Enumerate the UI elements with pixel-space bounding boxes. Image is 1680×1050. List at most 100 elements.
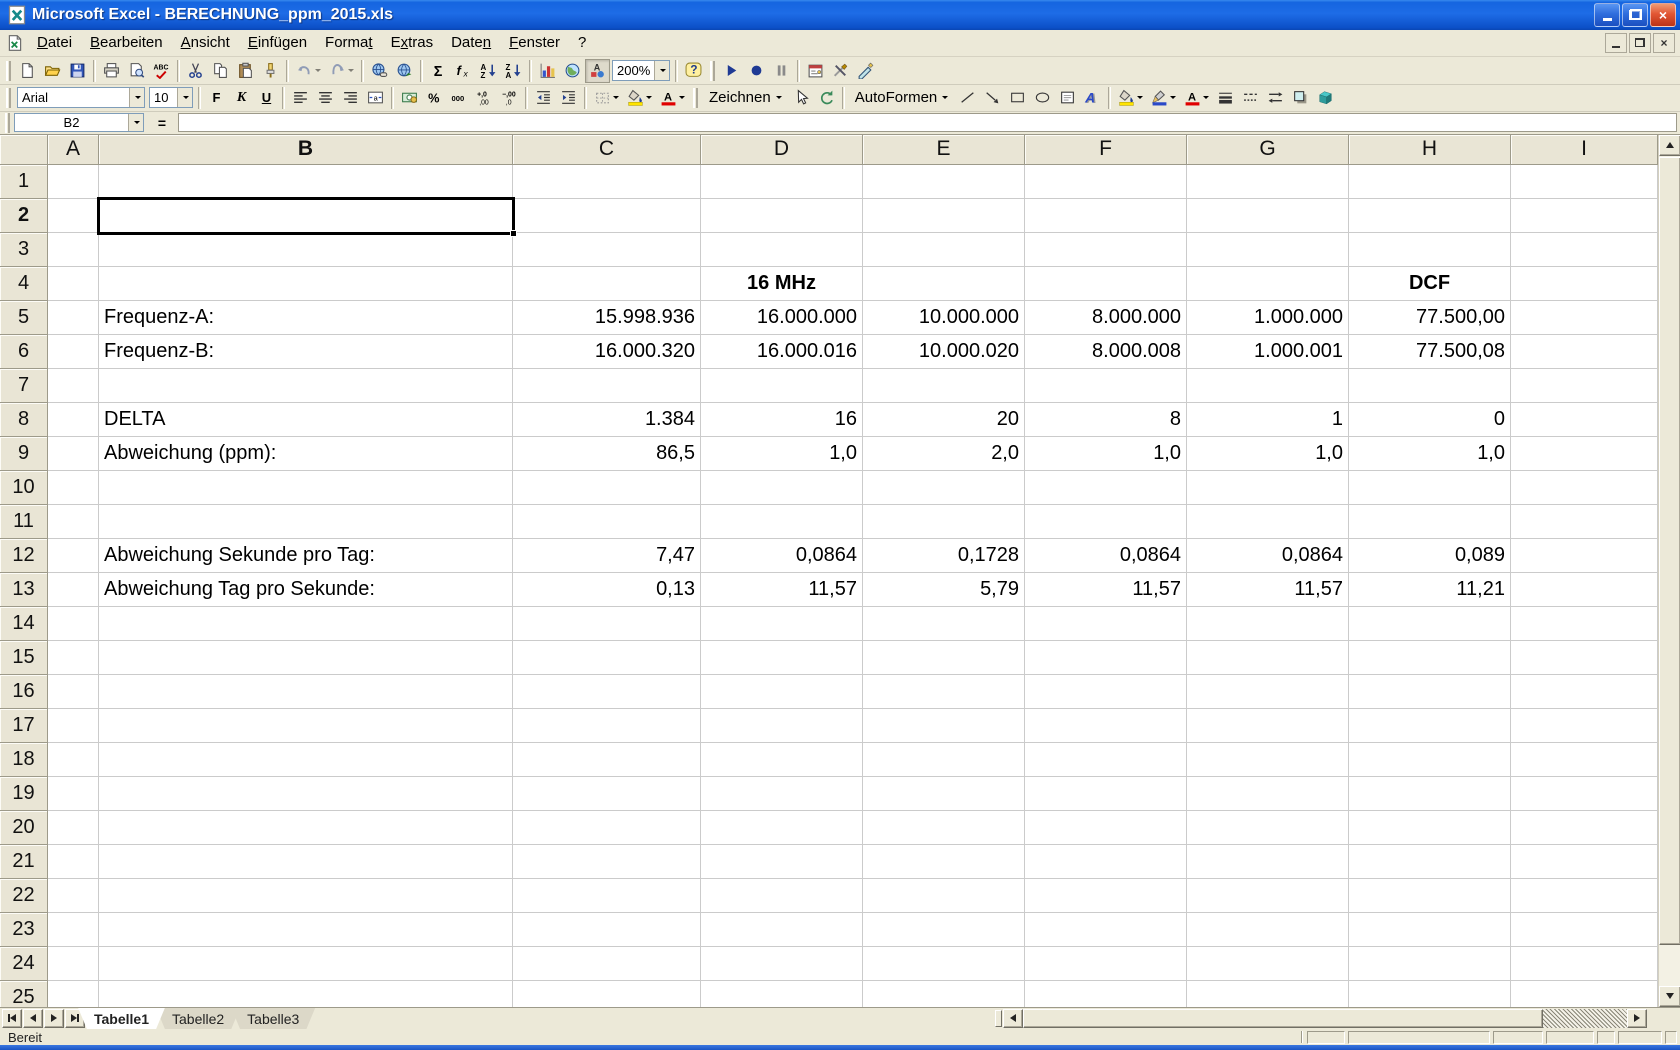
cell-F14[interactable] xyxy=(1025,606,1187,641)
cell-D20[interactable] xyxy=(701,810,863,845)
cell-F8[interactable]: 8 xyxy=(1025,402,1187,437)
cell-A9[interactable] xyxy=(48,436,99,471)
name-box-dropdown[interactable] xyxy=(128,114,143,132)
column-header-i[interactable]: I xyxy=(1511,134,1658,165)
menu-datei[interactable]: Datei xyxy=(37,34,73,52)
cell-I8[interactable] xyxy=(1511,402,1658,437)
row-header-9[interactable]: 9 xyxy=(0,436,48,471)
cell-E7[interactable] xyxy=(863,368,1025,403)
cell-A18[interactable] xyxy=(48,742,99,777)
help-button[interactable]: ? xyxy=(681,59,706,83)
cell-B8[interactable]: DELTA xyxy=(99,402,513,437)
cell-E23[interactable] xyxy=(863,912,1025,947)
cell-E12[interactable]: 0,1728 xyxy=(863,538,1025,573)
minimize-button[interactable] xyxy=(1594,2,1620,27)
cell-H7[interactable] xyxy=(1349,368,1511,403)
cell-D3[interactable] xyxy=(701,232,863,267)
cell-G23[interactable] xyxy=(1187,912,1349,947)
row-header-19[interactable]: 19 xyxy=(0,776,48,811)
cell-H18[interactable] xyxy=(1349,742,1511,777)
cell-D13[interactable]: 11,57 xyxy=(701,572,863,607)
chart-wizard-button[interactable] xyxy=(535,59,560,83)
cell-C12[interactable]: 7,47 xyxy=(513,538,701,573)
cell-E22[interactable] xyxy=(863,878,1025,913)
drawing-toggle-button[interactable]: A xyxy=(585,58,610,83)
design-mode-button[interactable] xyxy=(853,59,878,83)
cell-D10[interactable] xyxy=(701,470,863,505)
cell-C8[interactable]: 1.384 xyxy=(513,402,701,437)
percent-button[interactable]: % xyxy=(422,86,447,110)
cell-B25[interactable] xyxy=(99,980,513,1007)
cell-E25[interactable] xyxy=(863,980,1025,1007)
cell-C5[interactable]: 15.998.936 xyxy=(513,300,701,335)
cell-H2[interactable] xyxy=(1349,198,1511,233)
cell-D7[interactable] xyxy=(701,368,863,403)
cell-I25[interactable] xyxy=(1511,980,1658,1007)
zeichnen-menu[interactable]: Zeichnen xyxy=(702,86,789,110)
excel-app-icon[interactable] xyxy=(7,5,27,25)
font-name-combo-dropdown[interactable] xyxy=(129,88,144,108)
row-header-12[interactable]: 12 xyxy=(0,538,48,573)
cell-C17[interactable] xyxy=(513,708,701,743)
cell-H16[interactable] xyxy=(1349,674,1511,709)
cell-A15[interactable] xyxy=(48,640,99,675)
menu-ansicht[interactable]: Ansicht xyxy=(180,34,230,52)
arrow-shape-button[interactable] xyxy=(980,86,1005,110)
cell-B23[interactable] xyxy=(99,912,513,947)
previous-sheet-button[interactable] xyxy=(23,1008,43,1028)
row-header-4[interactable]: 4 xyxy=(0,266,48,301)
cell-B14[interactable] xyxy=(99,606,513,641)
cell-C13[interactable]: 0,13 xyxy=(513,572,701,607)
edit-formula-button[interactable]: = xyxy=(157,114,167,131)
save-button[interactable] xyxy=(65,59,90,83)
cell-I16[interactable] xyxy=(1511,674,1658,709)
toolbar-grip[interactable] xyxy=(6,60,11,81)
row-header-25[interactable]: 25 xyxy=(0,980,48,1007)
cell-A10[interactable] xyxy=(48,470,99,505)
row-header-16[interactable]: 16 xyxy=(0,674,48,709)
cell-B10[interactable] xyxy=(99,470,513,505)
autoformen-menu[interactable]: AutoFormen xyxy=(848,86,956,110)
row-header-18[interactable]: 18 xyxy=(0,742,48,777)
row-header-17[interactable]: 17 xyxy=(0,708,48,743)
cell-B11[interactable] xyxy=(99,504,513,539)
cell-D15[interactable] xyxy=(701,640,863,675)
cell-F13[interactable]: 11,57 xyxy=(1025,572,1187,607)
print-button[interactable] xyxy=(99,59,124,83)
cell-C4[interactable] xyxy=(513,266,701,301)
row-header-6[interactable]: 6 xyxy=(0,334,48,369)
cell-F19[interactable] xyxy=(1025,776,1187,811)
cell-G20[interactable] xyxy=(1187,810,1349,845)
cell-F15[interactable] xyxy=(1025,640,1187,675)
cell-D23[interactable] xyxy=(701,912,863,947)
cell-C9[interactable]: 86,5 xyxy=(513,436,701,471)
cell-E4[interactable] xyxy=(863,266,1025,301)
web-toolbar-button[interactable] xyxy=(392,59,417,83)
vertical-scrollbar[interactable] xyxy=(1658,134,1680,1007)
cell-I11[interactable] xyxy=(1511,504,1658,539)
cell-F16[interactable] xyxy=(1025,674,1187,709)
cell-B20[interactable] xyxy=(99,810,513,845)
font-color-button[interactable]: A xyxy=(656,86,689,110)
row-header-1[interactable]: 1 xyxy=(0,164,48,199)
cell-F18[interactable] xyxy=(1025,742,1187,777)
cell-B6[interactable]: Frequenz-B: xyxy=(99,334,513,369)
cell-B1[interactable] xyxy=(99,164,513,199)
undo-button[interactable] xyxy=(292,59,325,83)
cell-C11[interactable] xyxy=(513,504,701,539)
cell-F23[interactable] xyxy=(1025,912,1187,947)
cell-E18[interactable] xyxy=(863,742,1025,777)
cell-G10[interactable] xyxy=(1187,470,1349,505)
cell-B16[interactable] xyxy=(99,674,513,709)
cell-E13[interactable]: 5,79 xyxy=(863,572,1025,607)
first-sheet-button[interactable] xyxy=(2,1008,22,1028)
cell-B9[interactable]: Abweichung (ppm): xyxy=(99,436,513,471)
cell-H3[interactable] xyxy=(1349,232,1511,267)
insert-hyperlink-button[interactable] xyxy=(367,59,392,83)
cell-A25[interactable] xyxy=(48,980,99,1007)
cell-C16[interactable] xyxy=(513,674,701,709)
cell-I22[interactable] xyxy=(1511,878,1658,913)
cell-I7[interactable] xyxy=(1511,368,1658,403)
